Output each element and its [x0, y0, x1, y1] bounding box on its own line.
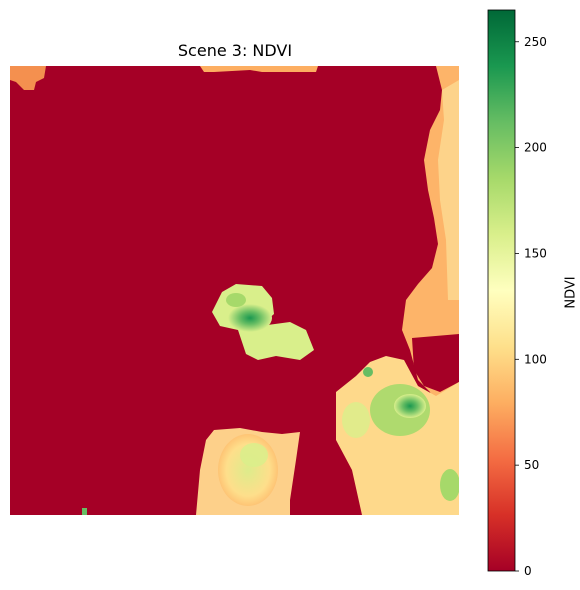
colorbar-tick-label: 200 — [524, 141, 547, 155]
colorbar-tick-label: 50 — [524, 458, 539, 472]
colorbar-label: NDVI — [563, 276, 579, 309]
ndvi-raster — [10, 66, 459, 515]
colorbar-ticks: 0 50 100 150 200 250 — [515, 35, 547, 578]
colorbar-tick-label: 100 — [524, 352, 547, 366]
colorbar-tick-label: 250 — [524, 35, 547, 49]
colorbar-tick-label: 0 — [524, 564, 532, 578]
chart-title: Scene 3: NDVI — [177, 41, 293, 60]
colorbar-tick-label: 150 — [524, 246, 547, 260]
colorbar — [487, 9, 516, 572]
